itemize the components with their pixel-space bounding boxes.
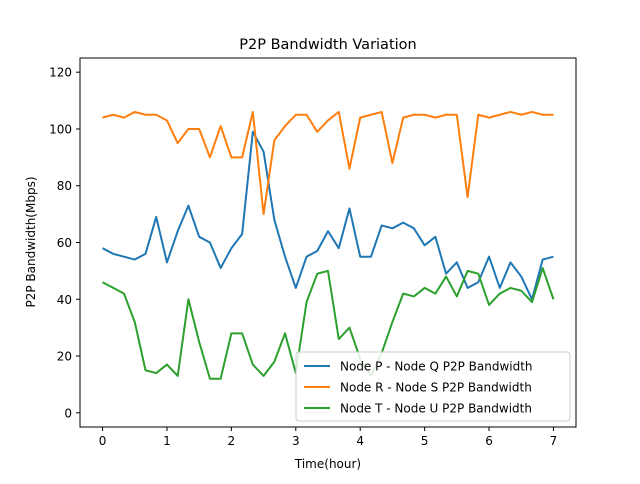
y-tick-label: 60	[57, 236, 72, 250]
y-axis-ticks: 0 20 40 60 80 100 120	[49, 66, 80, 420]
x-tick-label: 3	[292, 434, 300, 448]
y-tick-label: 100	[49, 122, 72, 136]
series-line-3	[102, 267, 555, 380]
legend-label-1: Node P - Node Q P2P Bandwidth	[340, 360, 533, 374]
x-tick-label: 7	[550, 434, 558, 448]
y-tick-label: 40	[57, 293, 72, 307]
x-tick-label: 2	[228, 434, 236, 448]
x-axis-label: Time(hour)	[294, 457, 361, 471]
x-tick-label: 6	[485, 434, 493, 448]
x-tick-label: 1	[163, 434, 171, 448]
x-tick-label: 5	[421, 434, 429, 448]
x-tick-label: 0	[99, 434, 107, 448]
x-tick-label: 4	[356, 434, 364, 448]
legend-box	[295, 351, 571, 422]
chart-title: P2P Bandwidth Variation	[239, 37, 416, 53]
y-tick-label: 80	[57, 179, 72, 193]
y-tick-label: 120	[49, 66, 72, 80]
y-tick-label: 0	[64, 406, 72, 420]
legend: Node P - Node Q P2P Bandwidth Node R - No…	[295, 351, 571, 422]
y-tick-label: 20	[57, 350, 72, 364]
series-line-2	[102, 110, 554, 216]
y-axis-label: P2P Bandwidth(Mbps)	[24, 176, 38, 307]
x-axis-ticks: 0 1 2 3 4 5 6 7	[99, 427, 558, 448]
series-line-1	[102, 130, 554, 301]
legend-label-3: Node T - Node U P2P Bandwidth	[340, 402, 532, 416]
legend-label-2: Node R - Node S P2P Bandwidth	[340, 381, 532, 395]
